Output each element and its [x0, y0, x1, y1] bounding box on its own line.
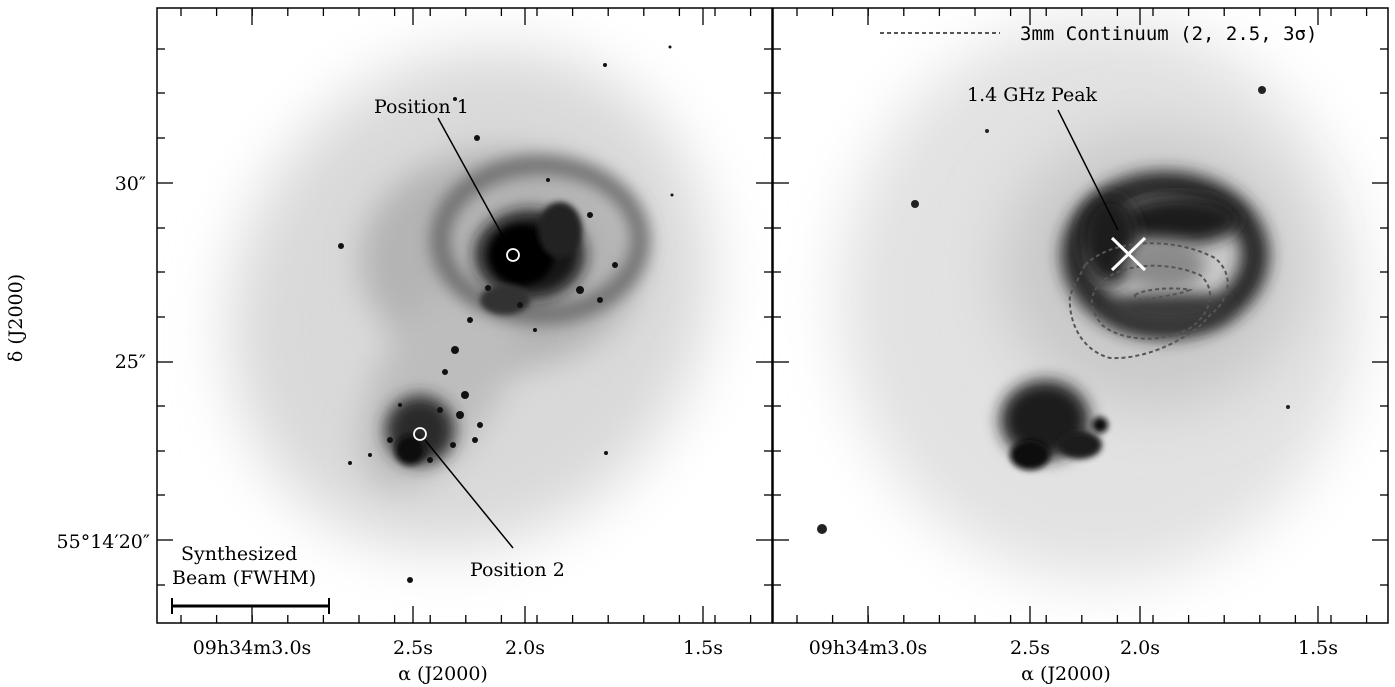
x-tick-label-right-1-5: 1.5s — [1298, 637, 1338, 659]
peak-label: 1.4 GHz Peak — [967, 84, 1098, 106]
x-tick-label-right-3: 09h34m3.0s — [809, 637, 928, 659]
x-tick-label-right-2-5: 2.5s — [1010, 637, 1050, 659]
x-tick-label-left-1-5: 1.5s — [683, 637, 723, 659]
x-tick-label-left-3: 09h34m3.0s — [193, 637, 312, 659]
y-axis-label: δ (J2000) — [5, 274, 27, 362]
right-panel-image — [773, 8, 1388, 623]
peak-annotation: 1.4 GHz Peak — [967, 84, 1119, 231]
beam-label-line2: Beam (FWHM) — [172, 567, 316, 589]
position2-annotation: Position 2 — [413, 427, 565, 581]
position1-label: Position 1 — [374, 96, 469, 118]
legend-label: 3mm Continuum (2, 2.5, 3σ) — [1020, 23, 1317, 45]
peak-marker — [1110, 236, 1147, 272]
left-panel-image — [157, 8, 772, 623]
legend: 3mm Continuum (2, 2.5, 3σ) — [880, 23, 1317, 45]
axis-ticks — [157, 8, 1388, 623]
left-panel-frame — [156, 7, 773, 624]
synthesized-beam: Synthesized Beam (FWHM) — [171, 543, 330, 614]
y-tick-label-30: 30″ — [115, 173, 146, 195]
y-tick-label-25: 25″ — [115, 351, 146, 373]
continuum-contours — [1068, 242, 1229, 360]
beam-label-line1: Synthesized — [181, 543, 297, 565]
x-tick-label-left-2-5: 2.5s — [393, 637, 433, 659]
x-tick-label-right-2-0: 2.0s — [1120, 637, 1160, 659]
position2-label: Position 2 — [470, 559, 565, 581]
y-tick-label-20: 55°14′20″ — [57, 531, 150, 553]
x-axis-label-left: α (J2000) — [398, 663, 488, 685]
x-tick-label-left-2-0: 2.0s — [505, 637, 545, 659]
right-panel-frame — [772, 7, 1389, 624]
x-axis-label-right: α (J2000) — [1021, 663, 1111, 685]
position1-annotation: Position 1 — [374, 96, 520, 262]
